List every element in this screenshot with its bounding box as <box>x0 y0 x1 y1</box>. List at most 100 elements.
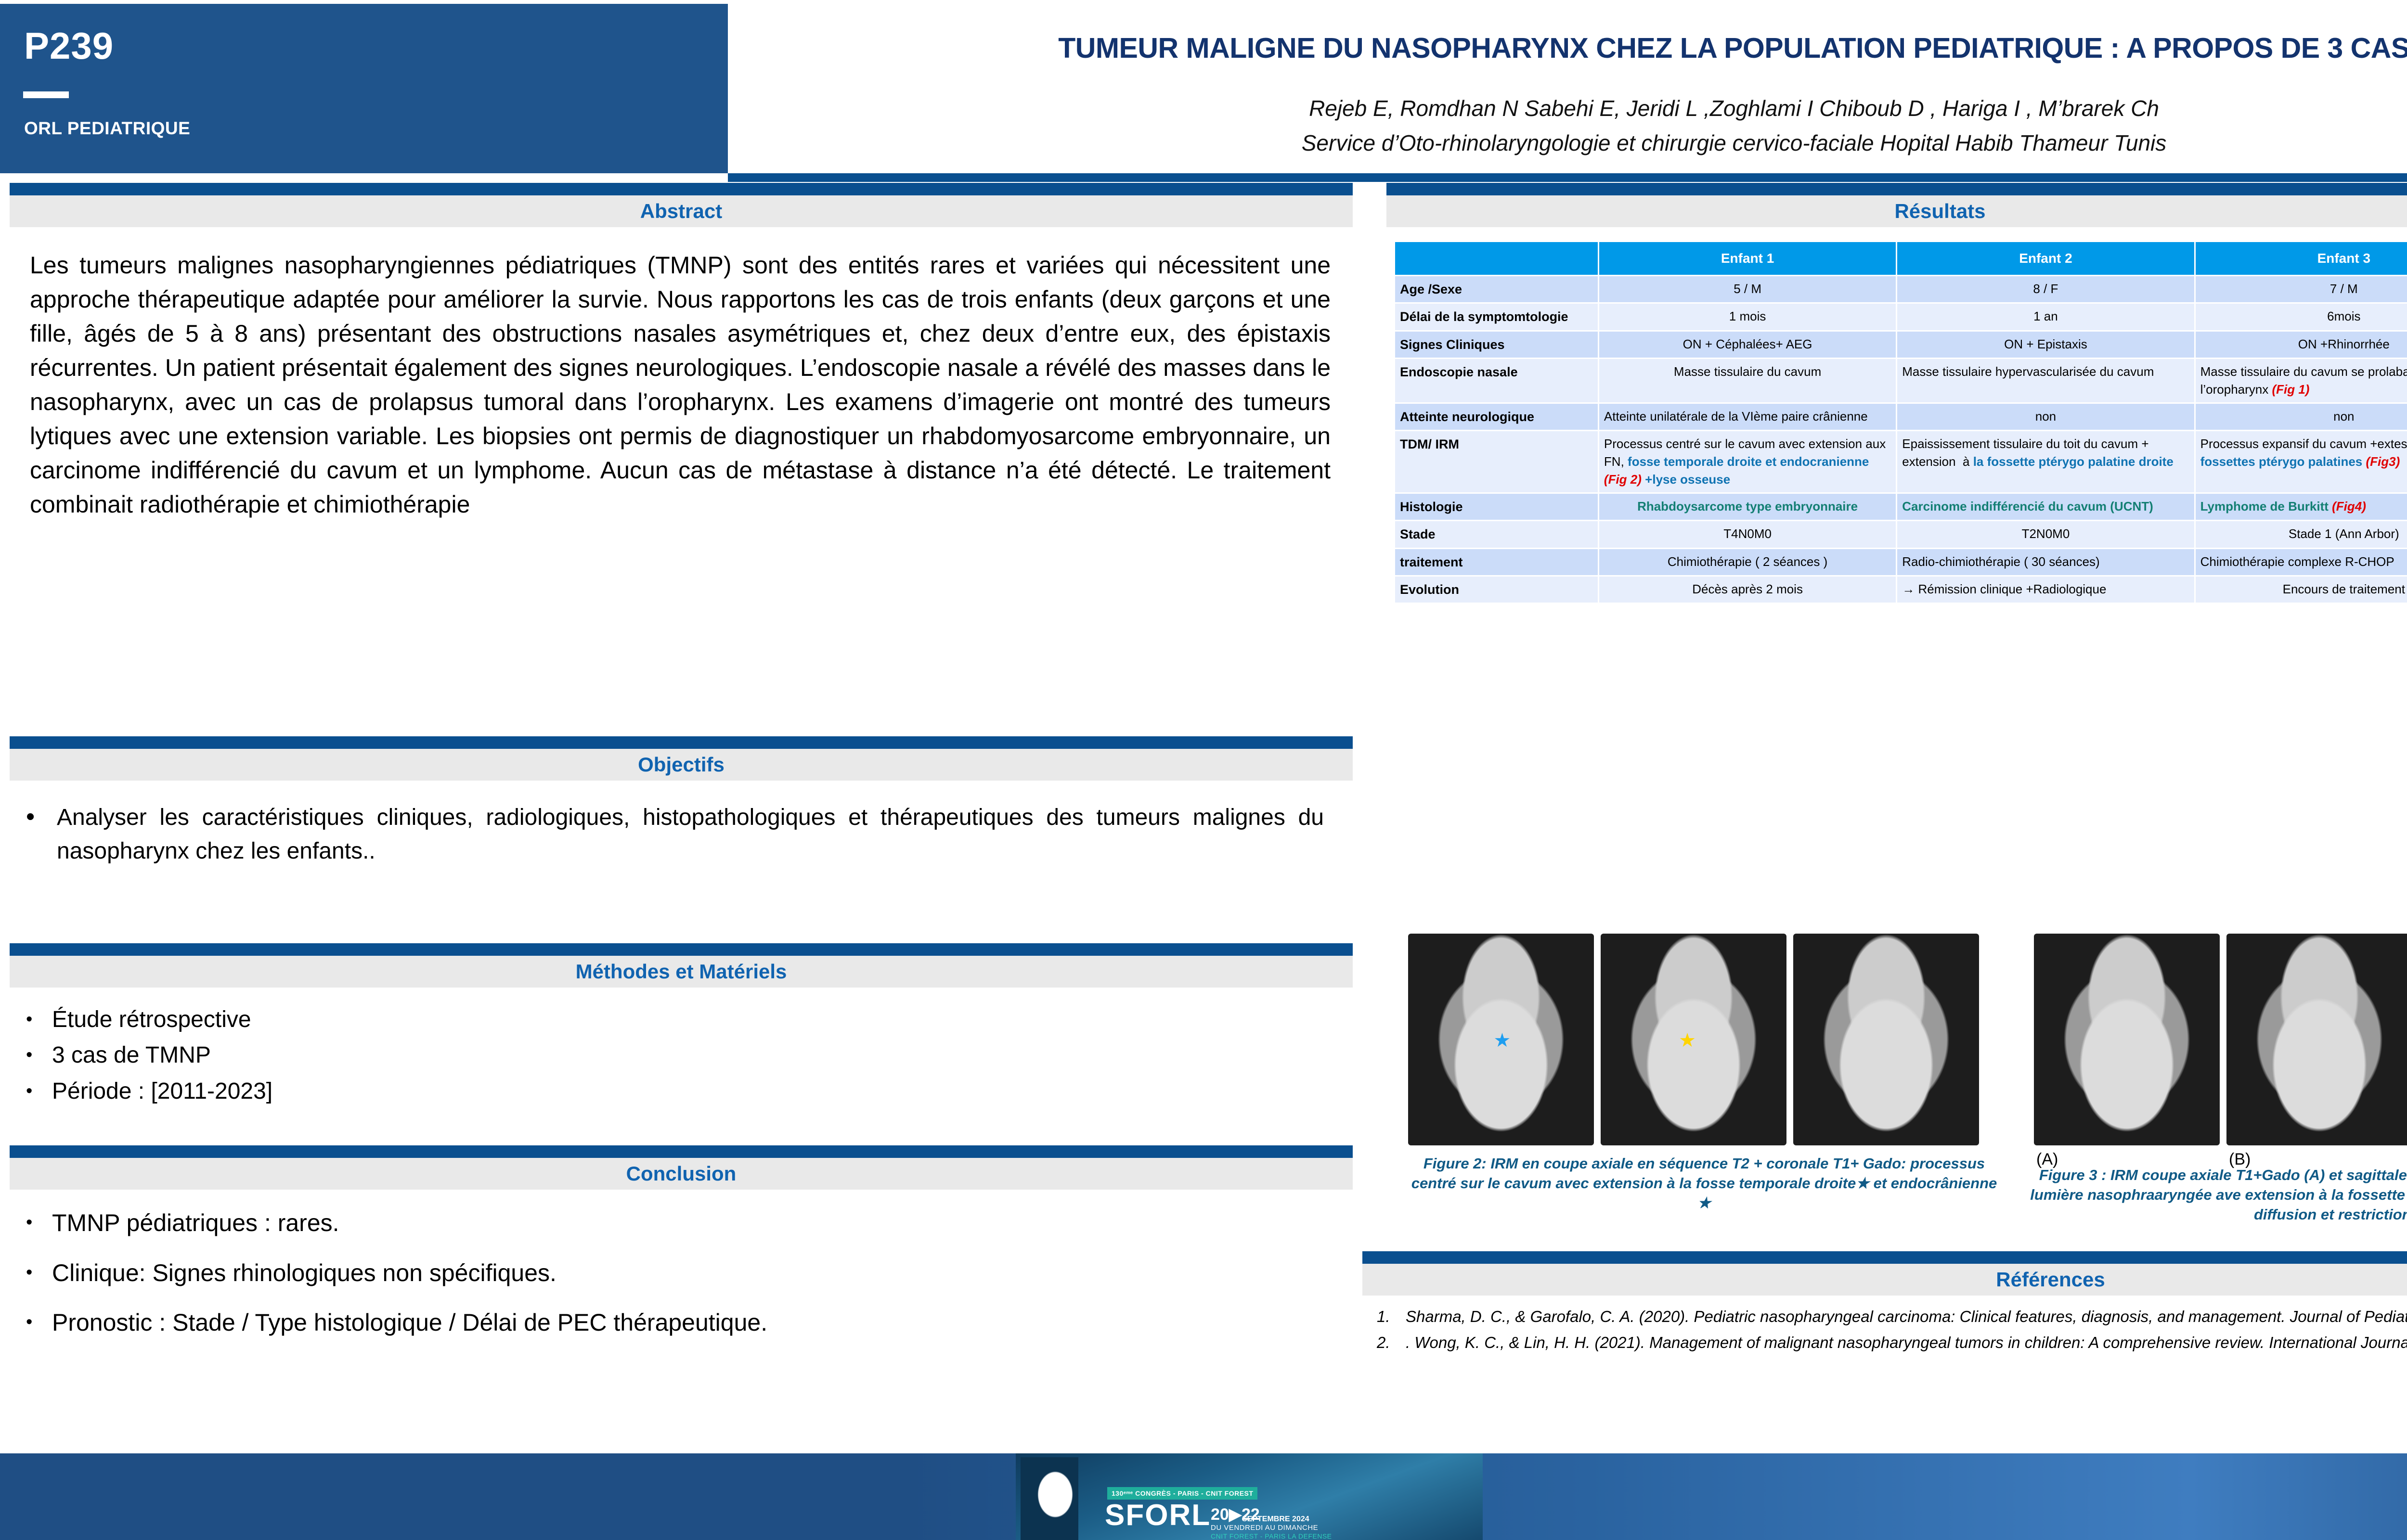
row-label: Signes Cliniques <box>1395 331 1598 358</box>
objectifs-body: • Analyser les caractéristiques clinique… <box>10 781 1353 882</box>
figure3-caption: Figure 3 : IRM coupe axiale T1+Gado (A) … <box>2030 1167 2407 1223</box>
star-marker-blue: ★ <box>1493 1030 1511 1052</box>
reference-number: 2. <box>1377 1333 1390 1351</box>
figure-ref: (Fig 1) <box>2272 382 2310 397</box>
brand-name: SFORL <box>1105 1499 1211 1532</box>
table-header-row: Enfant 1 Enfant 2 Enfant 3 <box>1395 242 2407 275</box>
conclusion-text: Clinique: Signes rhinologiques non spéci… <box>52 1259 556 1286</box>
figure3-panel-label-a: (A) <box>2036 1150 2058 1168</box>
section-references: Références 1. Sharma, D. C., & Garofalo,… <box>1362 1251 2407 1362</box>
section-title-references: Références <box>1996 1268 2105 1291</box>
methode-text: Étude rétrospective <box>52 1007 251 1032</box>
section-header-objectifs: Objectifs <box>10 749 1353 781</box>
section-title-abstract: Abstract <box>640 200 723 222</box>
section-header-resultats: Résultats <box>1386 195 2407 227</box>
reference-text: Sharma, D. C., & Garofalo, C. A. (2020).… <box>1406 1308 2407 1325</box>
section-title-conclusion: Conclusion <box>626 1162 737 1185</box>
table-row: Age /Sexe 5 / M 8 / F 7 / M <box>1395 276 2407 303</box>
list-item: • TMNP pédiatriques : rares. <box>26 1207 1333 1240</box>
section-resultats: Résultats <box>1386 183 2407 227</box>
bullet-icon: • <box>26 1009 33 1029</box>
affiliation: Service d’Oto-rhinolaryngologie et chiru… <box>1301 130 2167 155</box>
table-row: Délai de la symptomtologie 1 mois 1 an 6… <box>1395 304 2407 330</box>
section-objectifs: Objectifs • Analyser les caractéristique… <box>10 736 1353 882</box>
list-item: • Analyser les caractéristiques clinique… <box>26 801 1324 868</box>
reference-number: 1. <box>1377 1308 1390 1325</box>
cell-value: 1 an <box>1897 304 2194 330</box>
conclusion-body: • TMNP pédiatriques : rares. • Clinique:… <box>10 1190 1353 1367</box>
mri-sagittal-b <box>2226 934 2407 1145</box>
cell-value: non <box>1897 403 2194 430</box>
bullet-icon: • <box>26 803 35 831</box>
header-underline <box>728 173 2407 182</box>
section-bar <box>10 183 1353 195</box>
column-header-enfant-2: Enfant 2 <box>1897 242 2194 275</box>
poster-code: P239 <box>24 25 114 67</box>
row-label: Evolution <box>1395 576 1598 603</box>
cell-value: ON +Rhinorrhée <box>2195 331 2407 358</box>
list-item: • Étude rétrospective <box>26 1002 1333 1038</box>
mri-axial-t1-gado: ★ <box>1601 934 1786 1145</box>
cell-value: Masse tissulaire hypervascularisée du ca… <box>1897 359 2194 402</box>
cell-value: Chimiothérapie ( 2 séances ) <box>1599 549 1896 575</box>
sforl-congress-logo: 130ᵉᵐᵉ CONGRÈS - PARIS - CNIT FOREST SFO… <box>1016 1453 1483 1540</box>
row-label: Atteinte neurologique <box>1395 403 1598 430</box>
list-item: • Période : [2011-2023] <box>26 1074 1333 1109</box>
section-header-methodes: Méthodes et Matériels <box>10 956 1353 988</box>
cell-value: 8 / F <box>1897 276 2194 303</box>
row-label: Histologie <box>1395 493 1598 520</box>
section-title-methodes: Méthodes et Matériels <box>575 960 787 983</box>
code-divider <box>23 91 69 98</box>
references-body: 1. Sharma, D. C., & Garofalo, C. A. (202… <box>1362 1296 2407 1362</box>
section-bar <box>10 1145 1353 1158</box>
section-bar <box>10 736 1353 749</box>
poster-section-label: ORL PEDIATRIQUE <box>24 118 191 138</box>
cell-value: ON + Céphalées+ AEG <box>1599 331 1896 358</box>
cell-value: 1 mois <box>1599 304 1896 330</box>
row-label: TDM/ IRM <box>1395 431 1598 492</box>
cell-value: Epaississement tissulaire du toit du cav… <box>1897 431 2194 492</box>
mri-coronal-t1-gado <box>1793 934 1979 1145</box>
cell-value: 7 / M <box>2195 276 2407 303</box>
cell-value: ON + Epistaxis <box>1897 331 2194 358</box>
cell-value: Lymphome de Burkitt (Fig4) <box>2195 493 2407 520</box>
cell-value: 6mois <box>2195 304 2407 330</box>
congress-badge: 130ᵉᵐᵉ CONGRÈS - PARIS - CNIT FOREST <box>1107 1487 1258 1500</box>
author-list: Rejeb E, Romdhan N Sabehi E, Jeridi L ,Z… <box>1309 96 2159 121</box>
cell-value: Décès après 2 mois <box>1599 576 1896 603</box>
bullet-icon: • <box>26 1045 33 1065</box>
cell-value: Stade 1 (Ann Arbor) <box>2195 521 2407 548</box>
congress-dates: 20▶22 <box>1211 1505 1260 1524</box>
conclusion-text: TMNP pédiatriques : rares. <box>52 1209 339 1236</box>
conclusion-text: Pronostic : Stade / Type histologique / … <box>52 1309 768 1336</box>
star-marker-yellow: ★ <box>1679 1030 1696 1052</box>
cell-value: Carcinome indifférencié du cavum (UCNT) <box>1897 493 2194 520</box>
cell-value: T4N0M0 <box>1599 521 1896 548</box>
section-abstract: Abstract Les tumeurs malignes nasopharyn… <box>10 183 1353 531</box>
table-row: Signes Cliniques ON + Céphalées+ AEG ON … <box>1395 331 2407 358</box>
cell-value: Encours de traitement <box>2195 576 2407 603</box>
section-bar <box>10 943 1353 956</box>
objectifs-list: • Analyser les caractéristiques clinique… <box>10 781 1353 881</box>
references-list: 1. Sharma, D. C., & Garofalo, C. A. (202… <box>1362 1296 2407 1362</box>
section-header-references: Références <box>1362 1264 2407 1296</box>
list-item: 1. Sharma, D. C., & Garofalo, C. A. (202… <box>1377 1305 2407 1328</box>
cell-value: Processus centré sur le cavum avec exten… <box>1599 431 1896 492</box>
cell-text-plain: Masse tissulaire du cavum se prolabant d… <box>2200 364 2407 397</box>
table-row: traitement Chimiothérapie ( 2 séances ) … <box>1395 549 2407 575</box>
conclusion-list: • TMNP pédiatriques : rares. • Clinique:… <box>10 1190 1353 1367</box>
table-row: Evolution Décès après 2 mois → Rémission… <box>1395 576 2407 603</box>
bullet-icon: • <box>26 1212 33 1232</box>
poster-code-block: P239 ORL PEDIATRIQUE <box>0 4 728 173</box>
reference-text: . Wong, K. C., & Lin, H. H. (2021). Mana… <box>1406 1333 2407 1351</box>
table-row: TDM/ IRM Processus centré sur le cavum a… <box>1395 431 2407 492</box>
row-label: Age /Sexe <box>1395 276 1598 303</box>
section-methodes: Méthodes et Matériels • Étude rétrospect… <box>10 943 1353 1120</box>
poster-footer: 130ᵉᵐᵉ CONGRÈS - PARIS - CNIT FOREST SFO… <box>0 1453 2407 1540</box>
section-title-objectifs: Objectifs <box>638 753 725 776</box>
column-header-enfant-3: Enfant 3 <box>2195 242 2407 275</box>
mri-axial-t2: ★ <box>1408 934 1594 1145</box>
column-header-enfant-1: Enfant 1 <box>1599 242 1896 275</box>
title-block: TUMEUR MALIGNE DU NASOPHARYNX CHEZ LA PO… <box>728 4 2407 173</box>
row-label: Stade <box>1395 521 1598 548</box>
